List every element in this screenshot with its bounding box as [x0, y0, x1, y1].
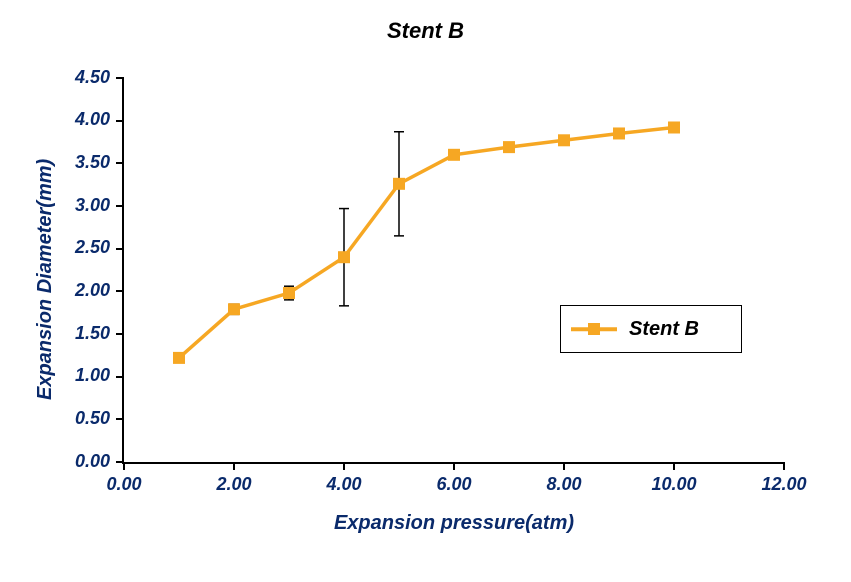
legend: Stent B [560, 305, 742, 353]
series-marker [338, 251, 350, 263]
series-marker [448, 149, 460, 161]
series-marker [503, 141, 515, 153]
series-layer [0, 0, 851, 582]
series-marker [393, 178, 405, 190]
series-marker [558, 134, 570, 146]
legend-sample [571, 306, 617, 352]
legend-marker [588, 323, 600, 335]
legend-label: Stent B [629, 318, 699, 341]
series-marker [228, 303, 240, 315]
series-marker [173, 352, 185, 364]
series-marker [668, 121, 680, 133]
series-marker [613, 127, 625, 139]
chart-container: Stent B 0.000.501.001.502.002.503.003.50… [0, 0, 851, 582]
series-marker [283, 287, 295, 299]
